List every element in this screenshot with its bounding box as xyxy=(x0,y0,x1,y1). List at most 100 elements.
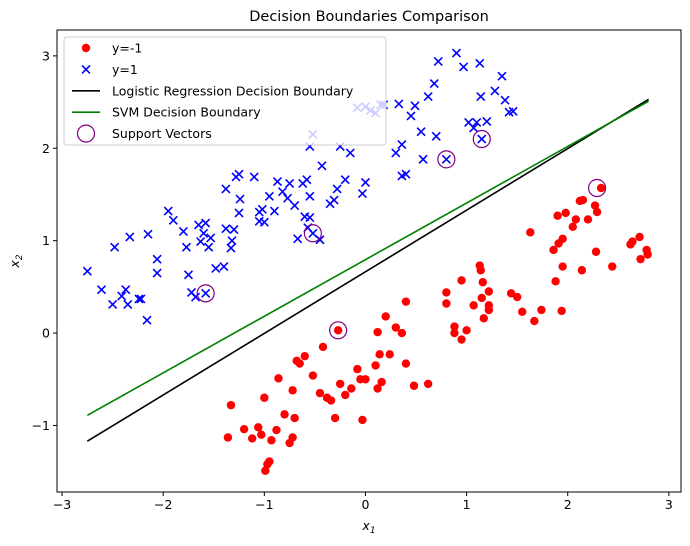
class-neg-point xyxy=(290,413,299,423)
class-pos-point xyxy=(269,206,280,216)
class-pos-point xyxy=(121,285,131,295)
class-pos-point xyxy=(397,140,407,150)
class-neg-point xyxy=(385,350,394,359)
class-pos-point xyxy=(227,236,237,246)
class-pos-point xyxy=(211,263,221,273)
class-pos-point xyxy=(451,48,462,58)
class-pos-point xyxy=(234,169,244,179)
class-neg-point xyxy=(592,207,602,217)
class-pos-point xyxy=(290,200,300,211)
class-neg-point xyxy=(462,326,471,335)
legend-entry-label: y=1 xyxy=(112,62,138,77)
class-neg-point xyxy=(397,328,407,338)
y-tick-label: 3 xyxy=(42,48,50,63)
class-neg-point xyxy=(608,262,617,271)
legend-box xyxy=(63,36,387,146)
class-neg-point xyxy=(553,211,562,220)
class-pos-point xyxy=(117,291,127,301)
class-neg-point xyxy=(226,400,236,410)
class-pos-point xyxy=(221,224,231,234)
support-vector-marker xyxy=(196,284,215,303)
class-pos-point xyxy=(123,299,133,309)
class-neg-point xyxy=(223,433,233,442)
class-pos-point xyxy=(194,220,204,230)
class-pos-point xyxy=(82,266,92,276)
class-neg-point xyxy=(353,364,362,374)
class-pos-point xyxy=(234,208,244,218)
class-pos-point xyxy=(418,154,428,164)
class-neg-point xyxy=(272,425,281,435)
class-neg-point xyxy=(257,430,266,439)
class-neg-point xyxy=(288,433,297,442)
legend-entry-label: Support Vectors xyxy=(112,126,212,141)
class-pos-point xyxy=(293,234,303,244)
class-neg-point xyxy=(295,359,304,368)
class-neg-point xyxy=(457,335,466,344)
class-neg-point xyxy=(318,342,328,352)
class-pos-point xyxy=(134,294,144,304)
class-pos-point xyxy=(257,204,267,214)
class-neg-point xyxy=(578,195,588,205)
class-neg-point xyxy=(274,374,283,383)
legend-marker-swatch xyxy=(81,43,91,53)
class-neg-point xyxy=(375,350,384,359)
class-pos-point xyxy=(136,294,146,304)
y-tick-label: 0 xyxy=(42,326,50,341)
class-neg-point xyxy=(457,276,466,285)
class-pos-point xyxy=(152,254,162,264)
class-pos-point xyxy=(219,261,229,272)
class-neg-point xyxy=(628,237,637,246)
class-neg-point xyxy=(423,379,433,389)
class-neg-point xyxy=(341,390,350,400)
class-pos-point xyxy=(500,95,510,105)
class-pos-point xyxy=(96,285,107,295)
class-pos-point xyxy=(357,188,367,199)
class-neg-point xyxy=(247,434,257,443)
class-pos-point xyxy=(108,299,118,309)
class-neg-point xyxy=(577,266,587,275)
class-neg-point xyxy=(450,328,459,338)
class-pos-point xyxy=(201,288,211,298)
class-pos-point xyxy=(391,148,401,158)
class-neg-point xyxy=(643,250,652,259)
class-pos-point xyxy=(190,292,201,302)
class-pos-point xyxy=(416,127,426,137)
class-pos-point xyxy=(332,184,342,194)
class-neg-point xyxy=(371,361,380,370)
class-neg-point xyxy=(409,381,419,390)
y-tick-label: 1 xyxy=(42,233,50,248)
legend-marker-swatch xyxy=(76,124,96,143)
class-neg-point xyxy=(391,323,401,332)
class-neg-point xyxy=(315,388,325,398)
class-pos-point xyxy=(226,243,236,253)
class-neg-point xyxy=(381,312,390,321)
class-neg-point xyxy=(526,228,535,237)
class-neg-point xyxy=(484,305,494,315)
class-pos-point xyxy=(110,242,120,252)
class-neg-point xyxy=(596,183,606,193)
decision-boundary-line xyxy=(86,98,650,442)
chart-title: Decision Boundaries Comparison xyxy=(249,9,489,25)
x-tick-label: 1 xyxy=(463,497,471,512)
class-pos-point xyxy=(163,206,173,216)
legend-entry-label: SVM Decision Boundary xyxy=(112,105,261,120)
class-pos-point xyxy=(305,191,315,201)
class-neg-point xyxy=(636,254,645,264)
class-neg-point xyxy=(442,288,451,297)
class-pos-point xyxy=(497,71,507,81)
class-pos-point xyxy=(183,270,194,280)
class-pos-point xyxy=(199,228,209,238)
class-pos-point xyxy=(423,91,433,102)
class-neg-point xyxy=(635,232,644,242)
class-neg-point xyxy=(591,247,601,256)
class-pos-point xyxy=(477,134,487,144)
class-neg-point xyxy=(326,396,336,405)
x-tick-label: 3 xyxy=(665,497,673,512)
class-neg-point xyxy=(558,234,567,244)
class-pos-point xyxy=(264,191,274,201)
class-pos-point xyxy=(406,111,416,121)
class-pos-point xyxy=(429,79,439,89)
class-pos-point xyxy=(490,86,500,96)
class-neg-point xyxy=(512,292,522,302)
